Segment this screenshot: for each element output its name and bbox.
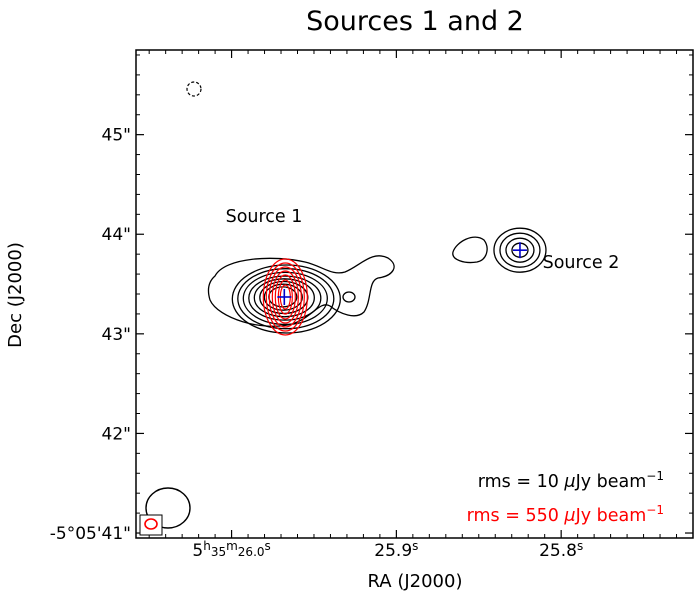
plot-frame [135,49,694,539]
beam-ellipses [139,487,191,536]
source-1-contour [263,283,303,311]
y-axis-label: Dec (J2000) [5,242,26,348]
y-tick-label: 43" [102,325,131,345]
x-axis-label: RA (J2000) [368,571,463,592]
source-1-contour [231,264,341,334]
contour-layer [186,81,547,336]
isolated-contour [452,236,488,264]
source-1-red-contour [265,262,305,332]
source-1-outer-contour [207,255,395,327]
source-1-red-contour [268,266,302,328]
x-tick-label: 25.9s [374,539,418,561]
y-tick-label: 44" [102,225,131,245]
tick-label-layer: -5°05'41" 42" 43" 44" 45" 5h35m26.0s 25.9s 25.8… [50,126,583,561]
source-1-knot-contour [342,291,356,303]
source-1-contour [237,268,335,330]
source-1-label: Source 1 [226,207,303,227]
source-2-label: Source 2 [543,253,620,273]
source-1-red-contour [262,258,308,336]
x-tick-label: 25.8s [539,539,583,561]
y-tick-label: 42" [102,424,131,444]
negative-contour [186,81,202,97]
source-1-red-contour [274,274,296,320]
legend-rms-low: rms = 10 μJy beam−1 [478,469,664,492]
x-tick-label: 5h35m26.0s [192,539,270,561]
y-tick-label: -5°05'41" [50,524,131,544]
source-1-red-contour [271,270,299,324]
source-2-contour [505,237,535,263]
beam-high-freq-box [139,514,163,536]
source-1-contour [248,275,322,321]
source-1-contour [253,278,315,318]
chart-title: Sources 1 and 2 [306,6,524,37]
beam-high-freq [144,518,158,530]
tick-layer [136,50,693,538]
source-2-contour [499,232,541,268]
y-tick-label: 45" [102,126,131,146]
source-2-contour [493,227,547,273]
legend-rms-high: rms = 550 μJy beam−1 [467,503,664,526]
beam-low-freq [145,487,191,529]
source-1-contour [242,271,328,326]
